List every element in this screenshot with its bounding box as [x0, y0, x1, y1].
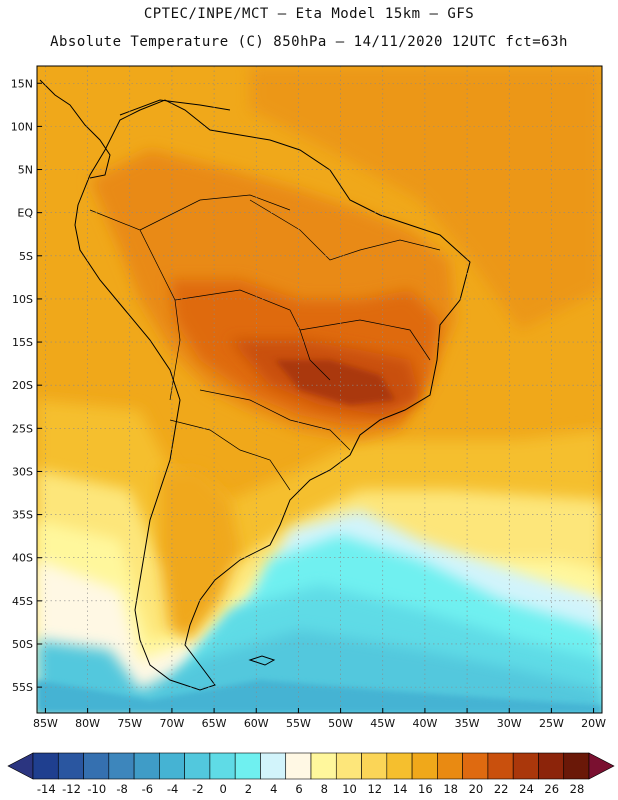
south-america-coastline: [74, 99, 471, 691]
colorbar-label: -2: [192, 782, 203, 796]
lon-tick-label: 60W: [244, 717, 269, 730]
colorbar-swatch: [335, 752, 362, 780]
colorbar-label: 8: [321, 782, 328, 796]
lon-tick-label: 70W: [159, 717, 184, 730]
colorbar-label: 24: [519, 782, 534, 796]
coastlines: [39, 79, 471, 691]
lon-tick-label: 35W: [455, 717, 480, 730]
lat-tick-label: 5N: [18, 164, 33, 177]
lat-tick-label: 25S: [12, 422, 33, 435]
colorbar-swatch: [133, 752, 160, 780]
lat-tick-label: 20S: [12, 379, 33, 392]
lon-tick-label: 30W: [497, 717, 522, 730]
colorbar-swatch: [563, 752, 590, 780]
colorbar-label: 0: [220, 782, 227, 796]
colorbar: -14 -12 -10 -8 -6 -4 -2 0 2 4 6 8 10 12 14 16 18 20 22 24 26…: [7, 752, 615, 796]
colorbar-over-arrow: [588, 752, 615, 780]
colorbar-swatch: [487, 752, 514, 780]
lon-tick-label: 80W: [75, 717, 100, 730]
title-line-1: CPTEC/INPE/MCT – Eta Model 15km – GFS: [143, 6, 475, 22]
colorbar-swatch: [512, 752, 539, 780]
lat-tick-label: 45S: [12, 595, 33, 608]
lat-tick-label: 15N: [11, 77, 33, 90]
falklands: [248, 655, 276, 666]
lat-tick-label: 10S: [12, 293, 33, 306]
colorbar-label: 22: [494, 782, 509, 796]
colorbar-label: 28: [570, 782, 585, 796]
lon-axis: 85W 80W 75W 70W 65W 60W 55W 50W 45W 40W 35W 30W 25W 2…: [33, 708, 606, 730]
lat-tick-label: 30S: [12, 465, 33, 478]
colorbar-label: 6: [295, 782, 302, 796]
colorbar-swatch: [57, 752, 84, 780]
colorbar-swatch: [159, 752, 185, 780]
lon-tick-label: 75W: [117, 717, 142, 730]
colorbar-label: -8: [116, 782, 127, 796]
colorbar-swatch: [361, 752, 388, 780]
lon-tick-label: 40W: [412, 717, 437, 730]
map-frame: [36, 65, 603, 714]
country-borders: [89, 194, 441, 491]
central-america-coastline: [39, 79, 111, 179]
lon-tick-label: 65W: [202, 717, 227, 730]
colorbar-swatch: [538, 752, 565, 780]
colorbar-under-arrow: [7, 752, 34, 780]
colorbar-swatch: [83, 752, 110, 780]
lat-tick-label: 5S: [19, 250, 33, 263]
lon-tick-label: 85W: [33, 717, 58, 730]
colorbar-swatch: [411, 752, 438, 780]
lat-axis: 15N 10N 5N EQ 5S 10S 15S 20S 25S 30S 35S 40S 45S 50S 5…: [11, 77, 42, 694]
lat-tick-label: 50S: [12, 638, 33, 651]
colorbar-label: -14: [37, 782, 56, 796]
colorbar-label: 2: [245, 782, 252, 796]
colorbar-swatch: [32, 752, 59, 780]
lat-tick-label: 35S: [12, 509, 33, 522]
colorbar-label: 18: [443, 782, 458, 796]
colorbar-swatch: [184, 752, 211, 780]
colorbar-label: -12: [62, 782, 81, 796]
caribbean-coastline: [119, 99, 231, 116]
colorbar-swatch: [437, 752, 463, 780]
colorbar-swatch: [108, 752, 135, 780]
lon-tick-label: 55W: [286, 717, 311, 730]
lat-tick-label: 40S: [12, 552, 33, 565]
colorbar-label: 12: [367, 782, 382, 796]
lon-tick-label: 20W: [581, 717, 606, 730]
lon-tick-label: 25W: [539, 717, 564, 730]
colorbar-swatch: [234, 752, 261, 780]
temperature-field: [37, 66, 602, 713]
colorbar-label: 16: [418, 782, 433, 796]
colorbar-label: 10: [342, 782, 357, 796]
colorbar-label: -10: [87, 782, 106, 796]
colorbar-label: 26: [544, 782, 559, 796]
colorbar-label: 20: [469, 782, 484, 796]
colorbar-label: 4: [270, 782, 277, 796]
colorbar-swatch: [209, 752, 236, 780]
colorbar-label: -4: [167, 782, 178, 796]
colorbar-swatch: [260, 752, 287, 780]
lat-tick-label: 15S: [12, 336, 33, 349]
lon-tick-label: 50W: [328, 717, 353, 730]
colorbar-swatch: [386, 752, 413, 780]
colorbar-swatch: [285, 752, 312, 780]
colorbar-swatch: [462, 752, 489, 780]
colorbar-label: -6: [142, 782, 153, 796]
lat-tick-label: EQ: [17, 207, 33, 220]
lon-tick-label: 45W: [370, 717, 395, 730]
colorbar-swatch: [310, 752, 337, 780]
lat-tick-label: 55S: [12, 681, 33, 694]
title-line-2: Absolute Temperature (C) 850hPa – 14/11/…: [50, 34, 568, 50]
colorbar-label: 14: [393, 782, 408, 796]
lat-tick-label: 10N: [11, 120, 33, 133]
